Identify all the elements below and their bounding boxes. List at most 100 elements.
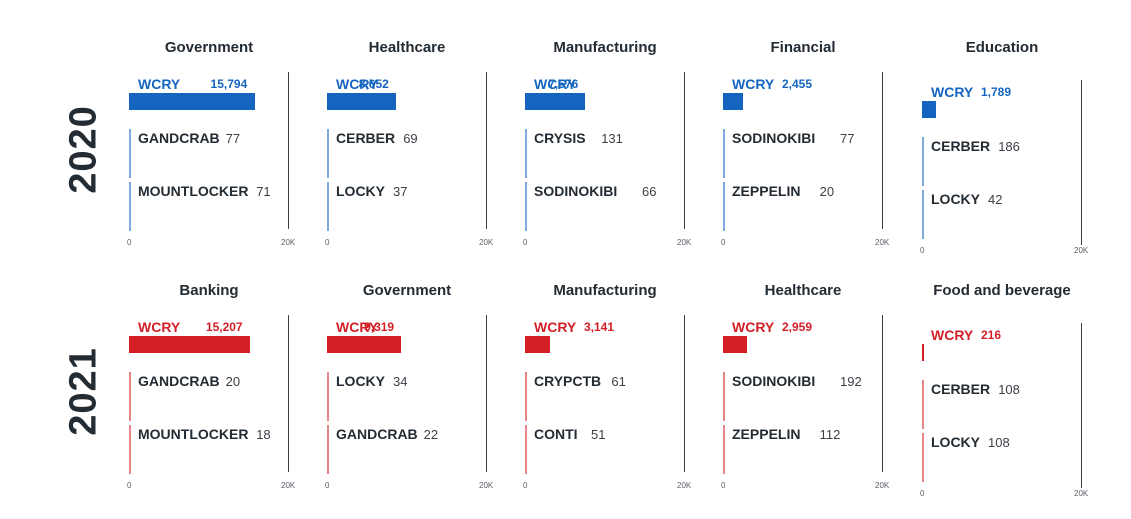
chart-title: Government: [164, 39, 254, 56]
series-label: LOCKY: [336, 373, 385, 389]
bar-cerber: [922, 380, 924, 429]
data-label: 15,207: [205, 320, 243, 334]
axis-max-line: [1081, 80, 1082, 245]
series-label: CONTI: [534, 426, 578, 442]
series-label: SODINOKIBI: [534, 183, 618, 199]
series-label: GANDCRAB: [138, 373, 220, 389]
series-label: CRYSIS: [534, 130, 586, 146]
series-label: WCRY: [931, 327, 974, 343]
chart-title: Financial: [770, 39, 836, 56]
axis-max-line: [1081, 323, 1082, 488]
series-label: WCRY: [732, 76, 775, 92]
bar-wcry: [327, 336, 402, 353]
data-label: 131: [601, 131, 623, 146]
data-label: 18: [256, 427, 271, 442]
bar-locky: [327, 182, 329, 231]
tick-label-max: 20K: [875, 238, 890, 247]
data-label: 216: [981, 328, 1002, 342]
data-label: 34: [393, 374, 408, 389]
series-label: WCRY: [138, 76, 181, 92]
tick-label-max: 20K: [281, 238, 296, 247]
data-label: 192: [840, 374, 862, 389]
series-label: WCRY: [732, 319, 775, 335]
tick-label-max: 20K: [1074, 246, 1089, 255]
axis-max-line: [486, 72, 487, 229]
tick-label-min: 0: [523, 238, 528, 247]
bar-locky: [922, 190, 924, 239]
bar-cerber: [327, 129, 329, 178]
bar-wcry: [723, 336, 747, 353]
data-label: 8,652: [358, 77, 389, 91]
chart-title: Manufacturing: [553, 282, 657, 299]
data-label: 20: [225, 374, 241, 389]
data-label: 9,319: [364, 320, 395, 334]
series-label: MOUNTLOCKER: [138, 183, 249, 199]
chart-title: Education: [965, 39, 1039, 56]
tick-label-max: 20K: [479, 238, 494, 247]
series-label: ZEPPELIN: [732, 426, 801, 442]
data-label: 61: [611, 374, 626, 389]
data-label: 71: [256, 184, 271, 199]
bar-sodinokibi: [723, 372, 725, 421]
tick-label-min: 0: [523, 481, 528, 490]
chart-title: Banking: [179, 282, 239, 299]
data-label: 15,794: [210, 77, 248, 91]
bar-wcry: [922, 101, 937, 118]
data-label: 37: [393, 184, 408, 199]
tick-label-min: 0: [325, 238, 330, 247]
chart-title: Healthcare: [764, 282, 842, 299]
data-label: 69: [403, 131, 418, 146]
data-label: 66: [642, 184, 657, 199]
series-label: LOCKY: [931, 191, 980, 207]
data-label: 42: [988, 192, 1003, 207]
bar-wcry: [525, 336, 550, 353]
data-label: 108: [998, 382, 1020, 397]
bar-wcry: [922, 344, 924, 361]
axis-max-line: [684, 315, 685, 472]
tick-label-min: 0: [325, 481, 330, 490]
axis-max-line: [288, 72, 289, 229]
bar-gandcrab: [327, 425, 329, 474]
series-label: MOUNTLOCKER: [138, 426, 249, 442]
series-label: WCRY: [931, 84, 974, 100]
chart-title: Government: [362, 282, 452, 299]
bar-conti: [525, 425, 527, 474]
bar-wcry: [525, 93, 586, 110]
data-label: 108: [988, 435, 1010, 450]
bar-mountlocker: [129, 425, 131, 474]
axis-max-line: [486, 315, 487, 472]
bar-cerber: [922, 137, 924, 186]
series-label: WCRY: [336, 76, 379, 92]
chart-title: Manufacturing: [553, 39, 657, 56]
bar-gandcrab: [129, 129, 131, 178]
data-label: 51: [591, 427, 606, 442]
data-label: 112: [819, 427, 841, 442]
tick-label-max: 20K: [875, 481, 890, 490]
tick-label-max: 20K: [281, 481, 296, 490]
bar-zeppelin: [723, 425, 725, 474]
series-label: GANDCRAB: [336, 426, 418, 442]
data-label: 77: [840, 131, 855, 146]
series-label: GANDCRAB: [138, 130, 220, 146]
bar-locky: [327, 372, 329, 421]
bar-mountlocker: [129, 182, 131, 231]
bar-zeppelin: [723, 182, 725, 231]
series-label: CERBER: [336, 130, 396, 146]
series-label: CERBER: [931, 138, 991, 154]
tick-label-max: 20K: [479, 481, 494, 490]
bar-crypctb: [525, 372, 527, 421]
series-label: CRYPCTB: [534, 373, 602, 389]
bar-wcry: [129, 93, 255, 110]
series-label: WCRY: [138, 319, 181, 335]
data-label: 3,141: [584, 320, 615, 334]
series-label: CERBER: [931, 381, 991, 397]
tick-label-min: 0: [920, 489, 925, 498]
series-label: WCRY: [336, 319, 379, 335]
data-label: 20: [819, 184, 835, 199]
bar-wcry: [327, 93, 396, 110]
data-label: 2,959: [782, 320, 813, 334]
series-label: LOCKY: [931, 434, 980, 450]
data-label: 2,455: [782, 77, 813, 91]
axis-max-line: [684, 72, 685, 229]
